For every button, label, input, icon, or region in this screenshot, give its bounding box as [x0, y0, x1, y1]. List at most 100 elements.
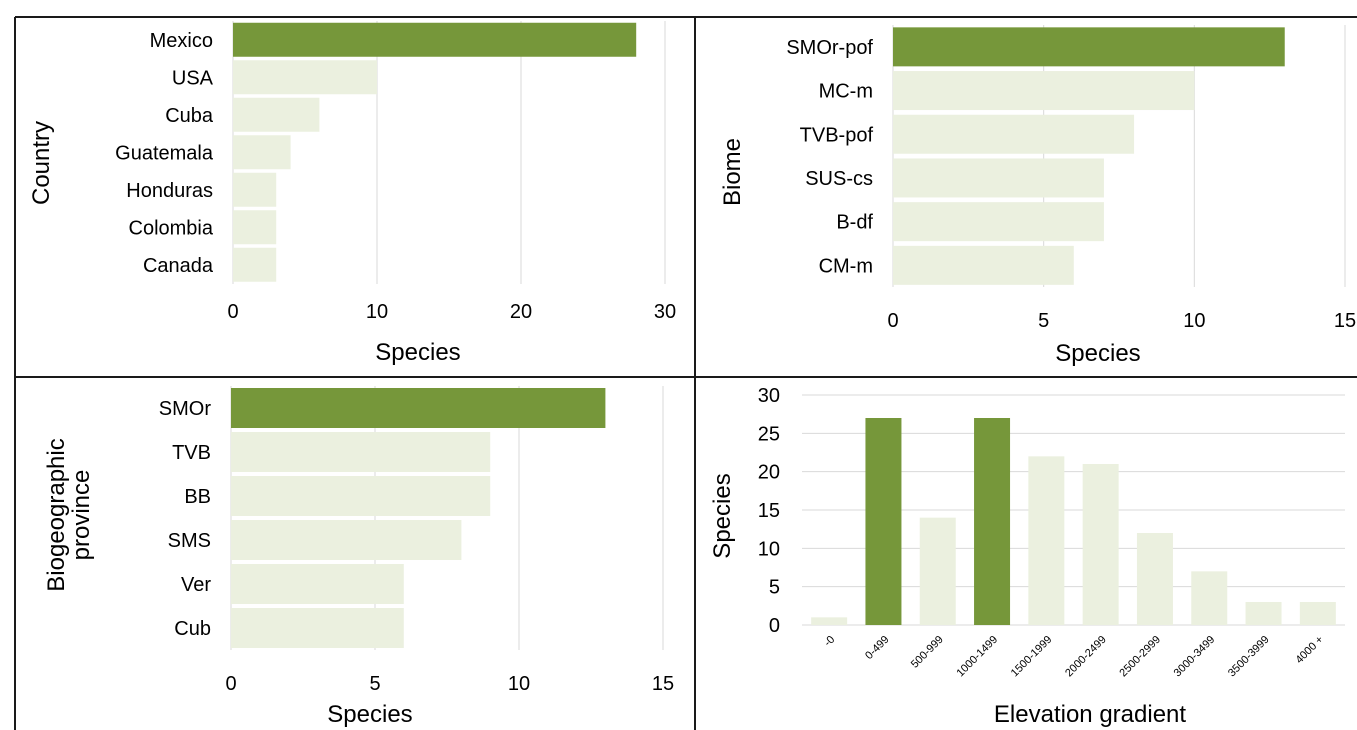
- elevation-category-label: 2000-2499: [1063, 634, 1109, 680]
- biome-x-tick-label: 10: [1183, 310, 1205, 332]
- biome-bar: [893, 71, 1195, 111]
- elevation-bar: [974, 418, 1011, 625]
- country-category-label: Cuba: [165, 105, 214, 127]
- elevation-bar: [865, 418, 902, 625]
- elevation-y-tick-label: 25: [758, 423, 780, 445]
- province-bar: [231, 608, 404, 648]
- elevation-category-labels: -0 0-499 500-999 1000-1499 1500-1999 2000-249…: [822, 634, 1326, 680]
- elevation-category-label: 4000 +: [1293, 634, 1325, 666]
- elevation-category-label: 0-499: [863, 634, 891, 662]
- country-category-label: Guatemala: [115, 142, 214, 164]
- country-x-tick-label: 10: [366, 301, 388, 323]
- country-category-label: Honduras: [126, 180, 213, 202]
- elevation-category-label: 2500-2999: [1117, 634, 1163, 680]
- province-bar: [231, 388, 606, 428]
- elevation-bar: [1191, 571, 1228, 625]
- province-bar: [231, 432, 491, 472]
- elevation-bar: [811, 617, 848, 625]
- province-x-axis-label: Species: [327, 701, 412, 728]
- province-bars: [231, 388, 606, 648]
- country-bar: [233, 22, 637, 57]
- province-category-label: TVB: [172, 442, 211, 464]
- biome-category-label: MC-m: [819, 81, 873, 103]
- province-category-label: BB: [184, 486, 211, 508]
- country-category-label: Mexico: [150, 30, 213, 52]
- province-chart: SMOr TVB BB SMS Ver Cub 0 5 10 15 Species Biogeo…: [43, 386, 674, 728]
- elevation-y-axis-label: Species: [709, 473, 736, 558]
- biome-bar: [893, 202, 1104, 242]
- biome-category-label: B-df: [836, 212, 873, 234]
- province-bar: [231, 520, 462, 560]
- elevation-category-label: 500-999: [909, 634, 946, 671]
- country-x-tick-label: 30: [654, 301, 676, 323]
- country-bar: [233, 60, 377, 95]
- country-category-label: USA: [172, 67, 214, 89]
- elevation-bar: [1245, 602, 1282, 625]
- biome-x-tick-label: 0: [887, 310, 898, 332]
- country-category-labels: Mexico USA Cuba Guatemala Honduras Colombia Ca…: [115, 30, 214, 277]
- country-y-axis-label: Country: [28, 121, 55, 205]
- biome-category-label: SMOr-pof: [786, 37, 873, 59]
- country-bar: [233, 210, 277, 245]
- country-bar: [233, 135, 291, 170]
- elevation-y-tick-label: 0: [769, 615, 780, 637]
- country-tick-labels: 0 10 20 30: [227, 301, 676, 323]
- biome-grid: [892, 25, 1346, 287]
- biome-x-axis-label: Species: [1055, 340, 1140, 367]
- elevation-category-label: 3000-3499: [1172, 634, 1218, 680]
- elevation-y-tick-label: 5: [769, 577, 780, 599]
- biome-bars: [893, 27, 1285, 285]
- province-grid: [230, 386, 664, 650]
- biome-bar: [893, 245, 1074, 285]
- country-bars: [233, 22, 637, 282]
- biome-category-label: CM-m: [819, 255, 873, 277]
- biome-x-tick-label: 15: [1334, 310, 1356, 332]
- biome-x-tick-label: 5: [1038, 310, 1049, 332]
- province-category-label: Cub: [174, 618, 211, 640]
- province-x-tick-label: 5: [369, 673, 380, 695]
- elevation-y-tick-label: 10: [758, 538, 780, 560]
- country-x-tick-label: 20: [510, 301, 532, 323]
- elevation-tick-labels: 0 5 10 15 20 25 30: [758, 385, 780, 637]
- province-category-label: Ver: [181, 574, 211, 596]
- country-chart: Mexico USA Cuba Guatemala Honduras Colombia Ca…: [28, 21, 676, 366]
- province-x-tick-label: 15: [652, 673, 674, 695]
- elevation-y-tick-label: 30: [758, 385, 780, 407]
- biome-category-labels: SMOr-pof MC-m TVB-pof SUS-cs B-df CM-m: [786, 37, 873, 278]
- biome-y-axis-label: Biome: [719, 138, 746, 206]
- biome-chart: SMOr-pof MC-m TVB-pof SUS-cs B-df CM-m 0 5 10 15…: [719, 25, 1356, 367]
- elevation-bar: [1028, 456, 1065, 625]
- biome-tick-labels: 0 5 10 15: [887, 310, 1356, 332]
- province-y-axis-label-line-1: Biogeographic: [43, 438, 70, 591]
- elevation-y-tick-label: 15: [758, 500, 780, 522]
- biome-category-label: SUS-cs: [805, 168, 873, 190]
- province-y-axis-label-line-2: province: [68, 470, 95, 561]
- country-x-tick-label: 0: [227, 301, 238, 323]
- elevation-bars: [811, 418, 1336, 625]
- elevation-x-axis-label: Elevation gradient: [994, 701, 1186, 728]
- country-x-axis-label: Species: [375, 339, 460, 366]
- elevation-bar: [1299, 602, 1336, 625]
- province-category-label: SMS: [168, 530, 211, 552]
- elevation-chart: -0 0-499 500-999 1000-1499 1500-1999 2000-249…: [709, 385, 1345, 728]
- biome-bar: [893, 114, 1135, 154]
- province-bar: [231, 476, 491, 516]
- province-tick-labels: 0 5 10 15: [225, 673, 674, 695]
- elevation-bar: [919, 517, 956, 625]
- country-category-label: Colombia: [129, 217, 214, 239]
- province-bar: [231, 564, 404, 604]
- country-bar: [233, 97, 320, 132]
- country-bar: [233, 172, 277, 207]
- elevation-category-label: 3500-3999: [1226, 634, 1272, 680]
- province-category-labels: SMOr TVB BB SMS Ver Cub: [159, 398, 212, 640]
- elevation-y-tick-label: 20: [758, 462, 780, 484]
- elevation-category-label: -0: [822, 634, 837, 649]
- elevation-bar: [1136, 533, 1173, 625]
- biome-category-label: TVB-pof: [800, 124, 874, 146]
- province-category-label: SMOr: [159, 398, 212, 420]
- province-x-tick-label: 10: [508, 673, 530, 695]
- province-x-tick-label: 0: [225, 673, 236, 695]
- elevation-category-label: 1500-1999: [1009, 634, 1055, 680]
- province-y-axis-label: Biogeographic province: [43, 438, 95, 591]
